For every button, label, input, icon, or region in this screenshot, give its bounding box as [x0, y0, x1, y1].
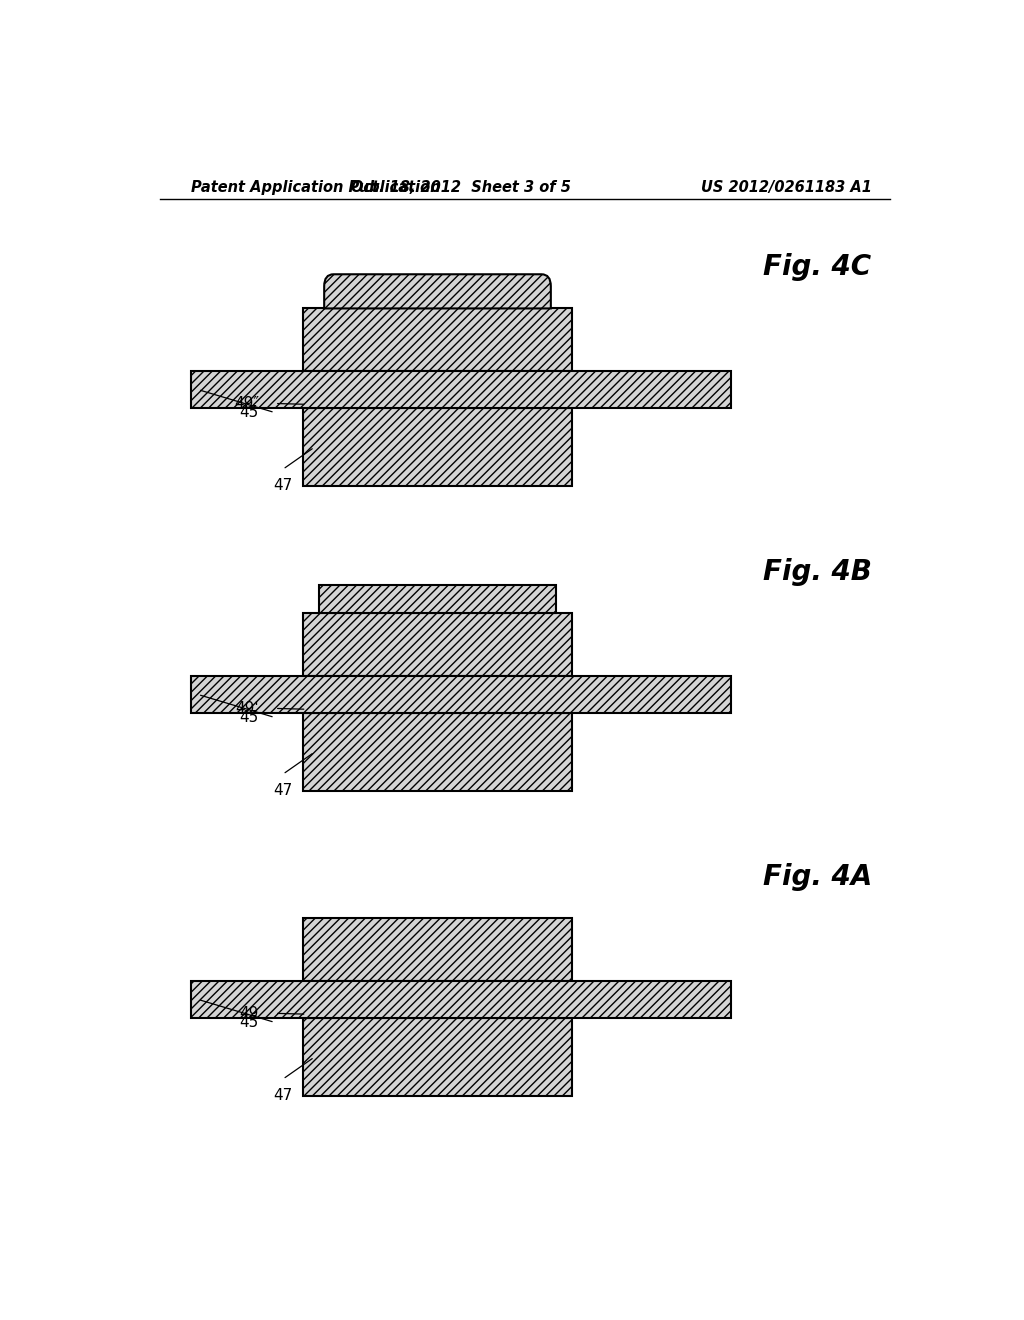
- Text: 45: 45: [240, 1015, 259, 1030]
- Text: Fig. 4B: Fig. 4B: [763, 558, 871, 586]
- Bar: [303, 919, 572, 981]
- Text: Fig. 4C: Fig. 4C: [763, 253, 871, 281]
- Text: 45: 45: [240, 710, 259, 725]
- Text: US 2012/0261183 A1: US 2012/0261183 A1: [701, 180, 872, 195]
- Bar: [303, 309, 572, 371]
- Bar: [303, 614, 572, 676]
- PathPatch shape: [325, 275, 551, 309]
- Bar: [303, 408, 572, 486]
- Text: 45: 45: [240, 405, 259, 420]
- Text: 47: 47: [273, 478, 293, 494]
- Text: Patent Application Publication: Patent Application Publication: [191, 180, 441, 195]
- Text: 47: 47: [273, 783, 293, 799]
- Bar: [191, 981, 731, 1018]
- Text: Oct. 18, 2012  Sheet 3 of 5: Oct. 18, 2012 Sheet 3 of 5: [351, 180, 571, 195]
- Text: 49″: 49″: [233, 396, 259, 411]
- Text: 49': 49': [236, 701, 259, 715]
- Text: Fig. 4A: Fig. 4A: [763, 863, 872, 891]
- Bar: [191, 676, 731, 713]
- Text: 47: 47: [273, 1088, 293, 1104]
- Bar: [318, 585, 556, 614]
- Bar: [303, 1018, 572, 1096]
- Bar: [191, 371, 731, 408]
- Bar: [303, 713, 572, 791]
- Text: 49: 49: [240, 1006, 259, 1020]
